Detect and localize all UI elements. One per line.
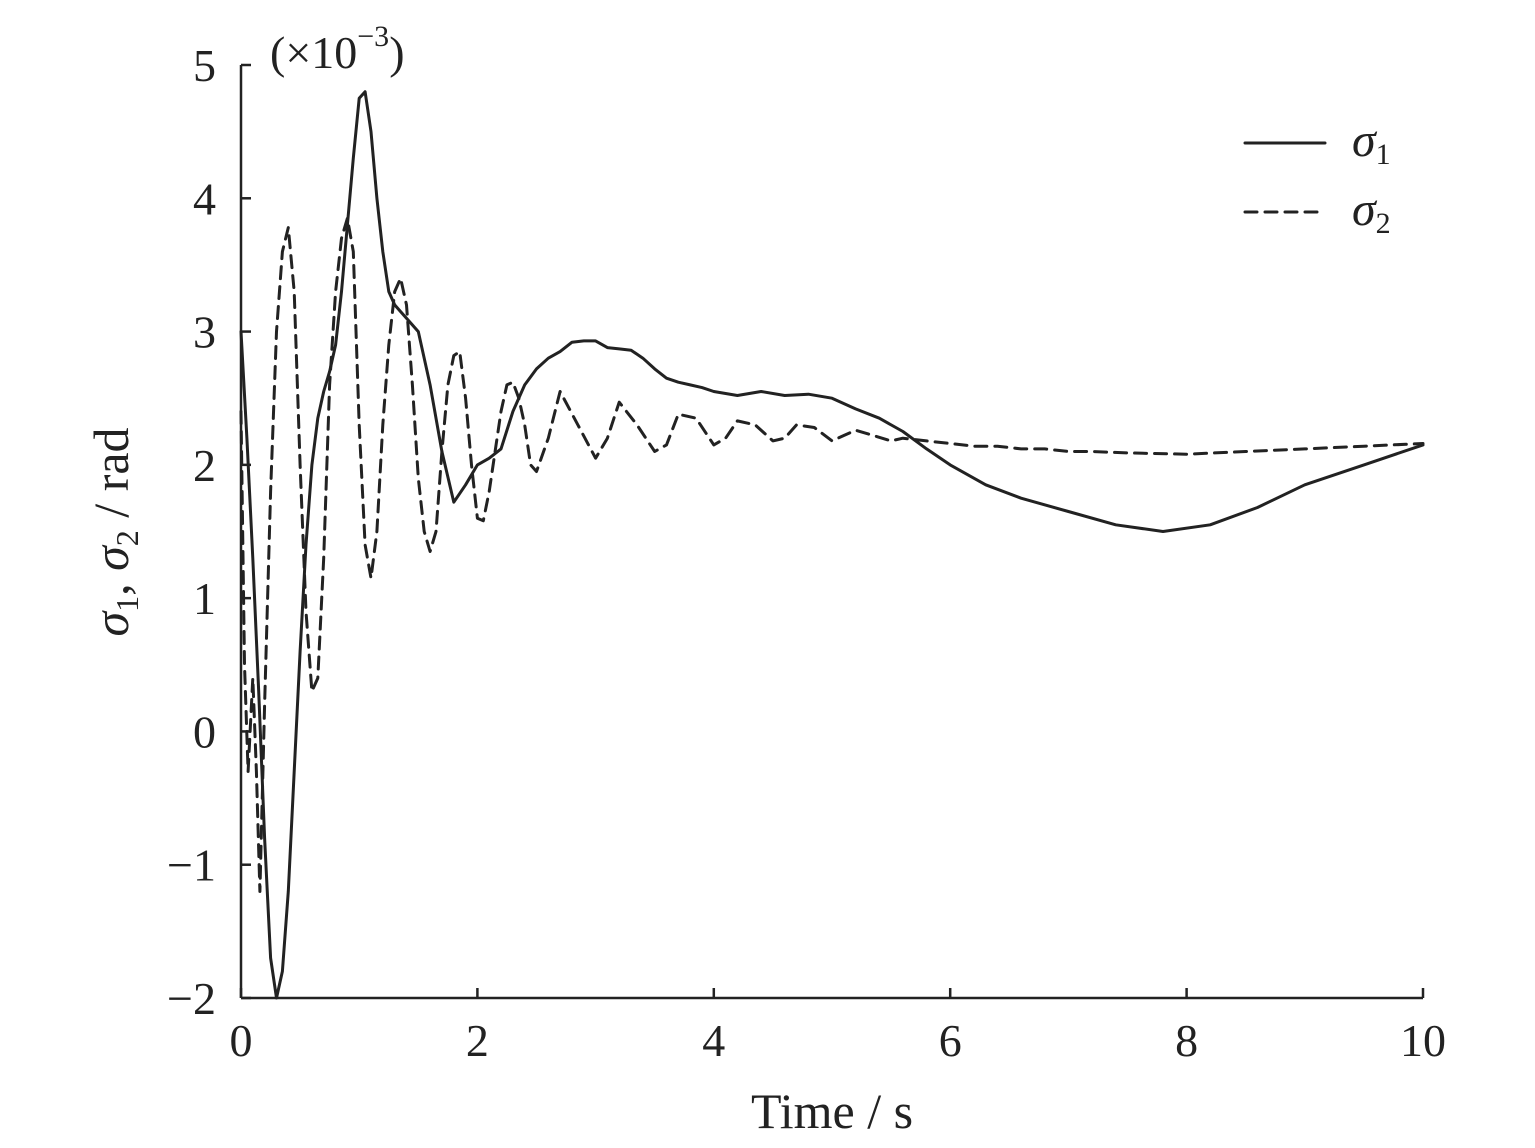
x-tick-label: 4 [702,1015,725,1066]
legend-sigma1-sub: 1 [1376,138,1391,171]
series-group [239,90,1425,1000]
y-title-sub1: 1 [109,596,145,612]
y-multiplier-label: (×10−3) [270,20,405,78]
x-tick-label: 0 [230,1015,253,1066]
multiplier-exponent: −3 [357,20,389,53]
y-tick-label: 2 [193,440,216,491]
legend-sigma2-sub: 2 [1376,207,1391,240]
y-title-unit: / rad [83,427,139,530]
legend: σ1 σ2 [1243,114,1391,240]
legend-sigma2-symbol: σ [1352,183,1378,236]
legend-label-sigma1: σ1 [1352,114,1391,171]
y-tick-label: −1 [167,840,216,891]
y-ticks: −2 −1 0 1 2 3 4 5 [167,40,251,1024]
y-tick-label: 1 [193,573,216,624]
x-ticks: 0 2 4 6 8 10 [230,988,1446,1066]
axes [239,65,1423,1000]
y-title-sym2: σ [83,544,139,571]
series-line-sigma1 [239,90,1425,1000]
y-tick-label: 3 [193,307,216,358]
multiplier-open: (×10 [270,27,357,78]
x-tick-label: 6 [939,1015,962,1066]
legend-label-sigma2: σ2 [1352,183,1391,240]
x-tick-label: 10 [1400,1015,1446,1066]
x-tick-label: 8 [1175,1015,1198,1066]
x-axis-title: Time / s [751,1083,913,1139]
y-tick-label: 5 [193,40,216,91]
y-title-sym1: σ [83,610,139,637]
y-tick-label: 0 [193,706,216,757]
y-tick-label: −2 [167,973,216,1024]
series-line-sigma2 [239,216,1425,893]
y-title-sep: , [83,571,139,596]
legend-sigma1-symbol: σ [1352,114,1378,167]
y-tick-label: 4 [193,173,216,224]
multiplier-close: ) [389,27,404,78]
x-tick-label: 2 [466,1015,489,1066]
y-title-sub2: 2 [109,530,145,546]
y-axis-title: σ1, σ2 / rad [83,427,145,636]
